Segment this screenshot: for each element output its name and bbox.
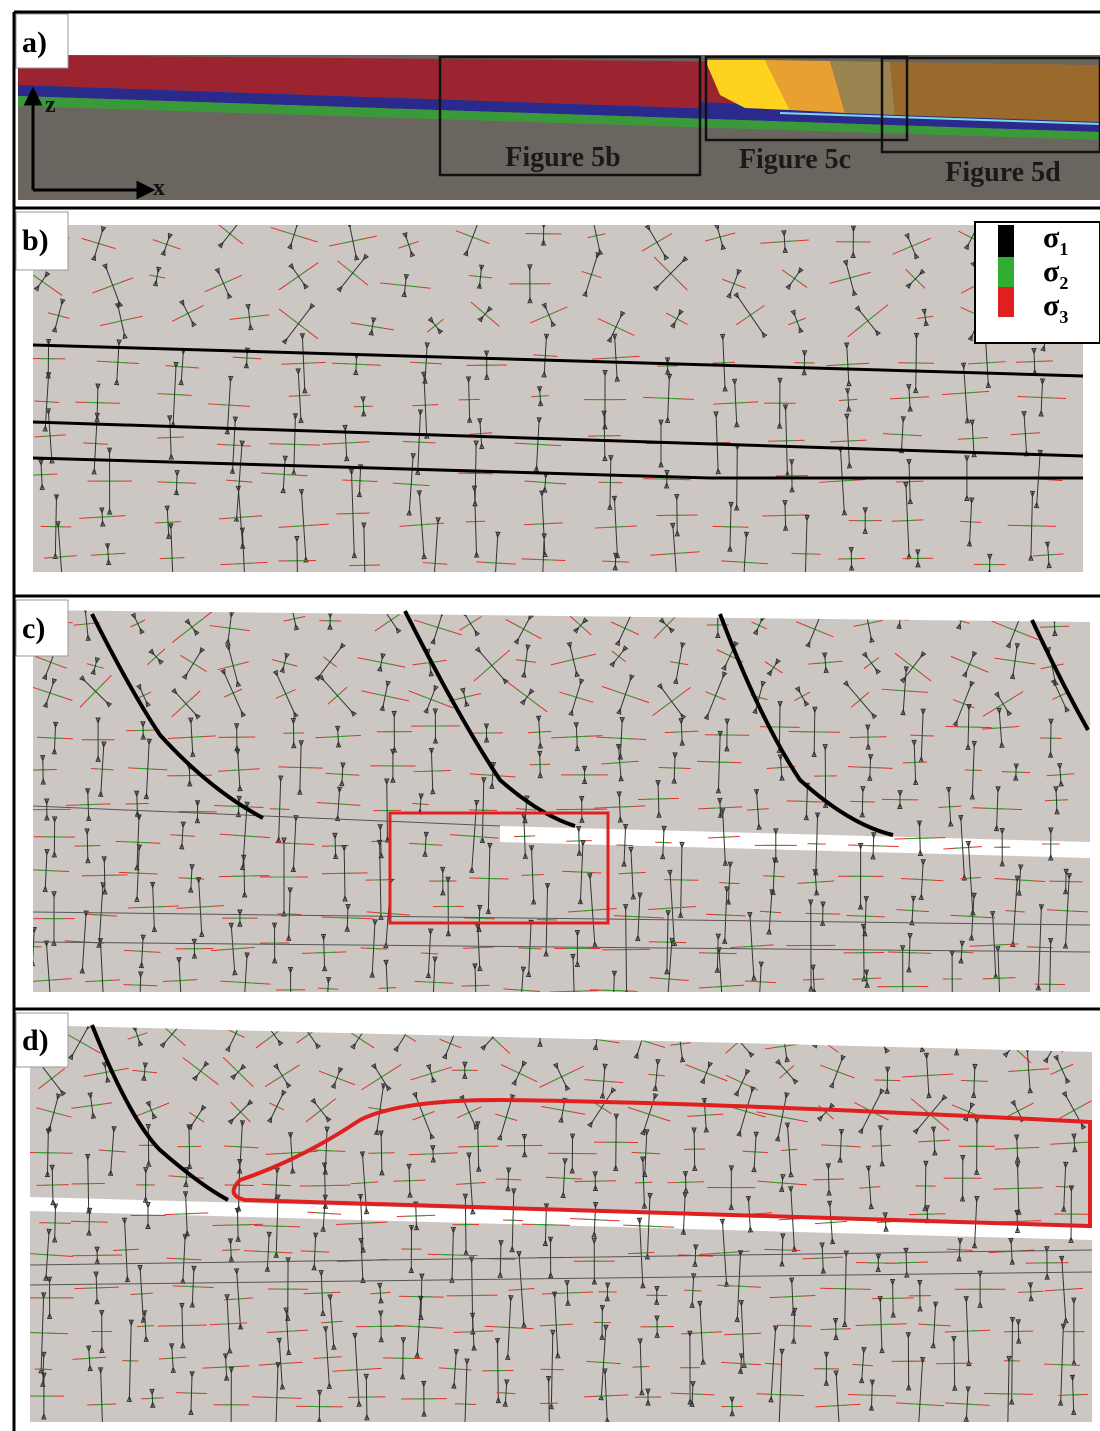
panel-label: b) xyxy=(22,224,49,257)
wedge xyxy=(890,62,1100,122)
axis-label: x xyxy=(153,175,165,201)
panel-b: σ1 σ2 σ3 xyxy=(16,211,1100,610)
panel-label: a) xyxy=(22,26,47,59)
model-area xyxy=(33,225,1083,572)
box-label: Figure 5c xyxy=(739,144,851,175)
panel-label: d) xyxy=(22,1024,49,1057)
panel-a: Figure 5b Figure 5c Figure 5d z x xyxy=(18,55,1100,201)
box-label: Figure 5d xyxy=(945,157,1061,188)
legend xyxy=(975,222,1100,343)
axis-label: z xyxy=(45,92,56,118)
box-label: Figure 5b xyxy=(505,142,620,173)
panel-label: c) xyxy=(22,612,45,645)
panel-c xyxy=(22,598,1090,1031)
panel-d xyxy=(15,1011,1100,1431)
